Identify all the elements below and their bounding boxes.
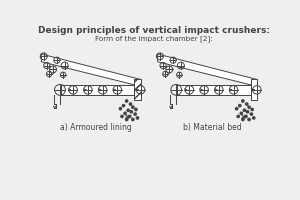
Bar [177, 85, 250, 95]
Circle shape [129, 103, 132, 105]
Circle shape [124, 112, 126, 114]
Circle shape [125, 100, 128, 102]
Bar [250, 79, 257, 100]
Circle shape [237, 115, 239, 118]
Circle shape [246, 111, 249, 113]
Circle shape [236, 108, 238, 110]
Circle shape [240, 112, 242, 114]
Circle shape [134, 113, 136, 115]
Circle shape [238, 104, 241, 107]
Text: Form of the impact chamber [2]:: Form of the impact chamber [2]: [95, 35, 213, 42]
Circle shape [251, 108, 253, 111]
Circle shape [129, 115, 131, 118]
Circle shape [122, 104, 125, 107]
Text: b) Material bed: b) Material bed [183, 123, 241, 132]
Bar [61, 85, 134, 95]
Circle shape [125, 118, 128, 121]
Circle shape [246, 103, 248, 105]
Circle shape [135, 108, 137, 111]
Circle shape [136, 117, 139, 119]
Circle shape [130, 111, 132, 113]
Circle shape [121, 115, 123, 118]
Circle shape [132, 106, 134, 108]
Circle shape [250, 113, 253, 115]
Circle shape [243, 109, 246, 111]
Polygon shape [158, 54, 257, 85]
Circle shape [242, 100, 244, 102]
Bar [134, 79, 141, 100]
Circle shape [119, 108, 122, 110]
Circle shape [127, 109, 129, 111]
Circle shape [242, 118, 244, 121]
Circle shape [248, 118, 250, 121]
Text: a) Armoured lining: a) Armoured lining [60, 123, 131, 132]
Circle shape [253, 117, 255, 119]
Polygon shape [41, 54, 141, 85]
Text: Design principles of vertical impact crushers:: Design principles of vertical impact cru… [38, 26, 270, 35]
Circle shape [245, 115, 247, 118]
Circle shape [248, 106, 250, 108]
Circle shape [132, 118, 134, 121]
